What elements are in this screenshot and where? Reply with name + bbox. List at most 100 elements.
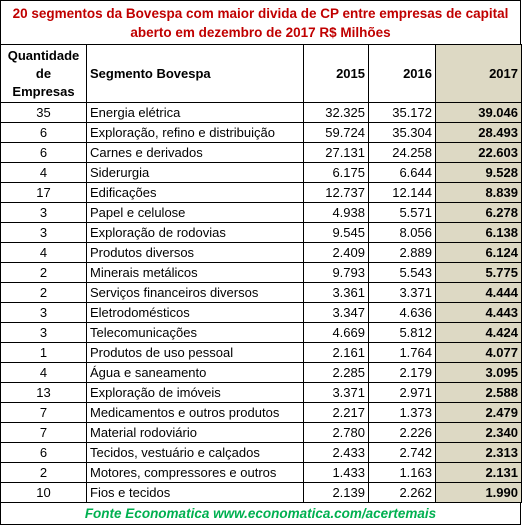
table-cell: Produtos de uso pessoal [86,342,304,363]
table-cell: 1.163 [368,462,436,483]
table-row: 17 Edificações 12.737 12.144 8.839 [0,182,522,203]
table-cell: 2.139 [303,482,369,503]
table-cell: 9.793 [303,262,369,283]
table-cell: 2.285 [303,362,369,383]
table-row: 7 Medicamentos e outros produtos 2.217 1.37… [0,402,522,423]
table-row: 6 Tecidos, vestuário e calçados 2.433 2.742… [0,442,522,463]
table-cell: 2.742 [368,442,436,463]
table-cell: 9.528 [435,162,522,183]
table-cell: 35.172 [368,102,436,123]
table-cell: 2.588 [435,382,522,403]
table-body: 35 Energia elétrica 32.325 35.172 39.046 6 Exp… [0,102,522,503]
table-cell: 2.313 [435,442,522,463]
table-row: 35 Energia elétrica 32.325 35.172 39.046 [0,102,522,123]
table-cell: 2 [0,462,87,483]
table-cell: 3.361 [303,282,369,303]
table-row: 13 Exploração de imóveis 3.371 2.971 2.588 [0,382,522,403]
table-row: 2 Minerais metálicos 9.793 5.543 5.775 [0,262,522,283]
table-cell: 2.971 [368,382,436,403]
table-cell: 1.764 [368,342,436,363]
table-cell: 1.990 [435,482,522,503]
table-cell: Exploração, refino e distribuição [86,122,304,143]
table-row: 3 Exploração de rodovias 9.545 8.056 6.138 [0,222,522,243]
title: 20 segmentos da Bovespa com maior divida… [0,0,521,44]
table-cell: 35 [0,102,87,123]
table-cell: 9.545 [303,222,369,243]
title-line: 20 segmentos da Bovespa com maior divida… [12,6,509,21]
table-cell: 1 [0,342,87,363]
table-cell: 5.543 [368,262,436,283]
table-cell: Eletrodomésticos [86,302,304,323]
table-cell: 6.278 [435,202,522,223]
table-cell: 24.258 [368,142,436,163]
table-cell: 3 [0,222,87,243]
table-cell: 59.724 [303,122,369,143]
table-row: 10 Fios e tecidos 2.139 2.262 1.990 [0,482,522,503]
table-cell: 2.262 [368,482,436,503]
table-cell: Produtos diversos [86,242,304,263]
table-cell: Tecidos, vestuário e calçados [86,442,304,463]
table-cell: Medicamentos e outros produtos [86,402,304,423]
table-cell: 5.812 [368,322,436,343]
table-cell: 4.669 [303,322,369,343]
table-cell: 3.371 [303,382,369,403]
table-cell: 2.409 [303,242,369,263]
data-table: Quantidade de Empresas Segmento Bovespa 20… [0,44,522,503]
table-cell: 4.938 [303,202,369,223]
header-cell: Segmento Bovespa [86,44,304,103]
table-cell: 3 [0,322,87,343]
table-cell: 13 [0,382,87,403]
table-cell: 39.046 [435,102,522,123]
table-cell: 2.479 [435,402,522,423]
table-cell: 3 [0,202,87,223]
table-row: 4 Siderurgia 6.175 6.644 9.528 [0,162,522,183]
table-row: 3 Papel e celulose 4.938 5.571 6.278 [0,202,522,223]
table-cell: Energia elétrica [86,102,304,123]
table-cell: 17 [0,182,87,203]
table-cell: 5.775 [435,262,522,283]
table-cell: Fios e tecidos [86,482,304,503]
table-row: 1 Produtos de uso pessoal 2.161 1.764 4.077 [0,342,522,363]
table-cell: Edificações [86,182,304,203]
table-cell: 32.325 [303,102,369,123]
table-row: 3 Telecomunicações 4.669 5.812 4.424 [0,322,522,343]
table-cell: Siderurgia [86,162,304,183]
table-cell: 6.644 [368,162,436,183]
table-cell: 4.077 [435,342,522,363]
table-cell: 6 [0,442,87,463]
table-cell: 8.839 [435,182,522,203]
table-cell: 2.179 [368,362,436,383]
table-cell: 2.226 [368,422,436,443]
table-cell: 4 [0,162,87,183]
table-cell: 6 [0,142,87,163]
table-row: 3 Eletrodomésticos 3.347 4.636 4.443 [0,302,522,323]
table-cell: Telecomunicações [86,322,304,343]
table-cell: 1.433 [303,462,369,483]
source-note: Fonte Economatica www.economatica.com/ac… [0,503,521,525]
table-row: 4 Água e saneamento 2.285 2.179 3.095 [0,362,522,383]
table-cell: Exploração de rodovias [86,222,304,243]
header-cell: 2015 [303,44,369,103]
table-cell: 6.124 [435,242,522,263]
table-cell: Minerais metálicos [86,262,304,283]
table-cell: Água e saneamento [86,362,304,383]
table-cell: 10 [0,482,87,503]
table-cell: 1.373 [368,402,436,423]
table-row: 7 Material rodoviário 2.780 2.226 2.340 [0,422,522,443]
table-cell: 4.636 [368,302,436,323]
table-cell: 3 [0,302,87,323]
table-cell: 7 [0,422,87,443]
header-cell: Quantidade de Empresas [0,44,87,103]
table-cell: 4 [0,362,87,383]
table-cell: Material rodoviário [86,422,304,443]
table-row: 6 Exploração, refino e distribuição 59.724… [0,122,522,143]
table-row: 4 Produtos diversos 2.409 2.889 6.124 [0,242,522,263]
table-cell: 8.056 [368,222,436,243]
table-cell: 22.603 [435,142,522,163]
table-cell: 28.493 [435,122,522,143]
table-cell: Carnes e derivados [86,142,304,163]
table-cell: Motores, compressores e outros [86,462,304,483]
table-cell: 3.095 [435,362,522,383]
header-cell: 2016 [368,44,436,103]
